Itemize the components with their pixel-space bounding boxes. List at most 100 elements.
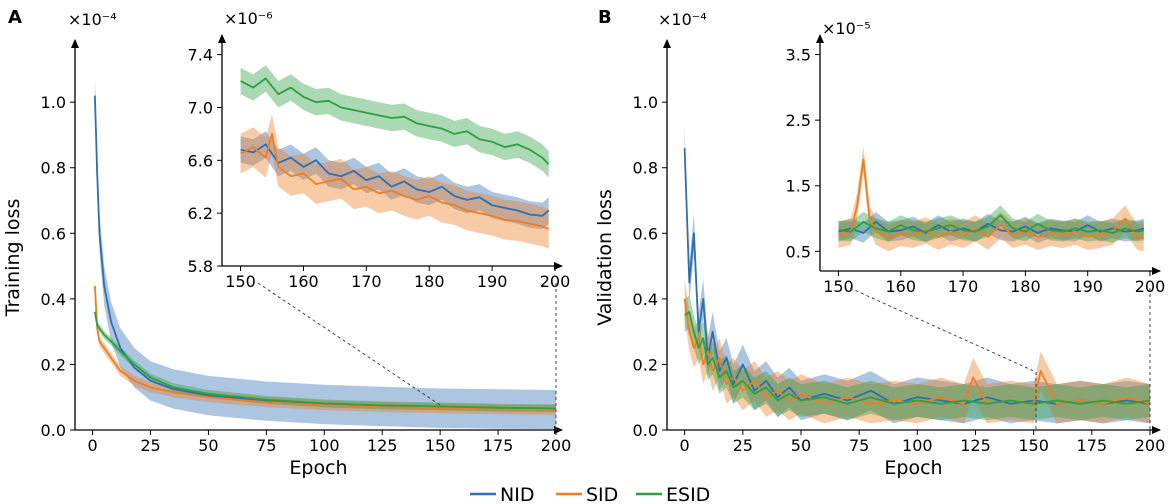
b-main-xtick-label: 125 bbox=[960, 436, 991, 455]
b-main-xtick-label: 0 bbox=[680, 436, 690, 455]
a-main-x-arrow bbox=[554, 426, 563, 434]
a-inset-ytick-label: 7.0 bbox=[188, 98, 213, 117]
a-inset-line-sid bbox=[240, 132, 550, 230]
a-main-ytick-label: 0.0 bbox=[41, 421, 66, 440]
a-inset-band-nid bbox=[240, 131, 549, 229]
b-main-y-multiplier: ×10⁻⁴ bbox=[658, 10, 707, 29]
zoom-connectors-b bbox=[849, 287, 1151, 430]
a-inset-band-sid bbox=[240, 114, 549, 249]
a-main-xtick-label: 150 bbox=[425, 436, 456, 455]
a-inset-xtick-label: 150 bbox=[225, 272, 256, 291]
legend: NID SID ESID bbox=[470, 484, 710, 504]
a-main-ytick-label: 0.4 bbox=[41, 290, 66, 309]
b-main-xtick-label: 50 bbox=[791, 436, 811, 455]
b-inset-xtick-label: 200 bbox=[1135, 277, 1166, 296]
b-inset-y-arrow bbox=[816, 34, 824, 43]
b-inset-xtick-label: 160 bbox=[885, 277, 916, 296]
b-main-line-sid bbox=[683, 298, 1151, 405]
b-main-ytick-label: 0.4 bbox=[633, 290, 658, 309]
a-inset-xtick-label: 170 bbox=[351, 272, 382, 291]
a-main-y-multiplier: ×10⁻⁴ bbox=[68, 10, 117, 29]
b-inset-ytick-label: 3.5 bbox=[786, 46, 811, 65]
b-main-xtick-label: 25 bbox=[733, 436, 753, 455]
b-inset-ytick-label: 2.5 bbox=[786, 111, 811, 130]
a-main-band-nid bbox=[94, 75, 557, 430]
a-inset-ytick-label: 6.6 bbox=[188, 151, 213, 170]
b-inset-ytick-label: 0.5 bbox=[786, 242, 811, 261]
b-main-ytick-label: 0.0 bbox=[633, 421, 658, 440]
a-inset-ytick-label: 7.4 bbox=[188, 46, 213, 65]
chart-b-main: 0.0 0.2 0.4 0.6 0.8 1.0 0 25 50 75 100 125 150 175 200… bbox=[594, 7, 1165, 479]
a-main-panel-letter: A bbox=[8, 7, 22, 28]
b-inset-ytick-label: 1.5 bbox=[786, 177, 811, 196]
chart-b-inset: 0.5 1.5 2.5 3.5 150 160 170 180 190 200 ×10⁻⁵ bbox=[786, 19, 1168, 308]
b-inset-line-esid bbox=[838, 214, 1144, 234]
b-main-y-label: Validation loss bbox=[594, 189, 616, 326]
b-main-band-nid bbox=[684, 128, 1150, 424]
a-main-y-label: Training loss bbox=[2, 199, 24, 318]
legend-label-sid: SID bbox=[586, 484, 618, 504]
a-main-y-arrow bbox=[71, 39, 79, 48]
b-main-xtick-label: 100 bbox=[902, 436, 933, 455]
b-main-xtick-label: 175 bbox=[1077, 436, 1108, 455]
zoom-connectors-a bbox=[257, 282, 557, 430]
a-inset-line-esid bbox=[240, 77, 550, 165]
b-main-ytick-label: 0.6 bbox=[633, 224, 658, 243]
b-main-panel-letter: B bbox=[598, 7, 612, 28]
b-inset-background bbox=[816, 32, 1168, 308]
a-inset-xtick-label: 190 bbox=[477, 272, 508, 291]
b-main-y-arrow bbox=[663, 39, 671, 48]
a-main-ytick-label: 0.2 bbox=[41, 355, 66, 374]
a-main-xtick-label: 175 bbox=[483, 436, 514, 455]
b-inset-xtick-label: 190 bbox=[1072, 277, 1103, 296]
b-main-xtick-label: 75 bbox=[849, 436, 869, 455]
a-inset-x-arrow bbox=[554, 262, 563, 270]
a-inset-line-nid bbox=[240, 143, 550, 217]
b-main-band-esid bbox=[684, 295, 1150, 421]
zoom-connector-b-left bbox=[849, 287, 1037, 373]
a-main-line-esid bbox=[94, 311, 557, 410]
a-inset-xtick-label: 180 bbox=[414, 272, 445, 291]
a-main-xtick-label: 125 bbox=[367, 436, 398, 455]
a-main-xtick-label: 0 bbox=[87, 436, 97, 455]
b-main-line-esid bbox=[684, 311, 1151, 405]
a-main-xtick-label: 75 bbox=[256, 436, 276, 455]
chart-a-main: 0.0 0.2 0.4 0.6 0.8 1.0 0 25 50 75 100 125 150 175 200… bbox=[2, 7, 571, 479]
a-main-ytick-label: 1.0 bbox=[41, 93, 66, 112]
b-inset-xtick-label: 150 bbox=[823, 277, 854, 296]
a-main-ytick-label: 0.8 bbox=[41, 159, 66, 178]
a-inset-y-multiplier: ×10⁻⁶ bbox=[224, 9, 273, 28]
b-inset-band-sid bbox=[838, 146, 1144, 252]
a-main-ytick-label: 0.6 bbox=[41, 224, 66, 243]
zoom-connector-a-left bbox=[257, 282, 441, 406]
b-main-x-label: Epoch bbox=[884, 457, 942, 479]
b-main-xtick-label: 200 bbox=[1135, 436, 1166, 455]
a-inset-ytick-label: 5.8 bbox=[188, 257, 213, 276]
b-inset-y-multiplier: ×10⁻⁵ bbox=[822, 19, 871, 38]
b-inset-x-arrow bbox=[1152, 267, 1161, 275]
a-main-x-label: Epoch bbox=[289, 457, 347, 479]
b-main-ytick-label: 1.0 bbox=[633, 93, 658, 112]
b-main-band-sid bbox=[684, 279, 1150, 424]
a-main-xtick-label: 25 bbox=[140, 436, 160, 455]
chart-a-inset: 5.8 6.2 6.6 7.0 7.4 150 160 170 180 190 200 ×10⁻⁶ bbox=[188, 9, 571, 303]
a-main-line-sid bbox=[94, 285, 557, 411]
b-inset-xtick-label: 180 bbox=[1010, 277, 1041, 296]
b-main-x-arrow bbox=[1152, 426, 1161, 434]
legend-label-nid: NID bbox=[500, 484, 534, 504]
legend-label-esid: ESID bbox=[666, 484, 710, 504]
b-main-ytick-label: 0.2 bbox=[633, 355, 658, 374]
a-main-xtick-label: 200 bbox=[541, 436, 572, 455]
a-inset-background bbox=[218, 32, 570, 303]
a-main-xtick-label: 100 bbox=[309, 436, 340, 455]
a-inset-band-esid bbox=[240, 65, 549, 178]
a-inset-xtick-label: 200 bbox=[540, 272, 571, 291]
b-inset-xtick-label: 170 bbox=[948, 277, 979, 296]
a-inset-y-arrow bbox=[218, 34, 226, 43]
a-main-xtick-label: 50 bbox=[198, 436, 218, 455]
a-inset-xtick-label: 160 bbox=[288, 272, 319, 291]
a-inset-ytick-label: 6.2 bbox=[188, 204, 213, 223]
b-main-xtick-label: 150 bbox=[1018, 436, 1049, 455]
b-main-ytick-label: 0.8 bbox=[633, 159, 658, 178]
